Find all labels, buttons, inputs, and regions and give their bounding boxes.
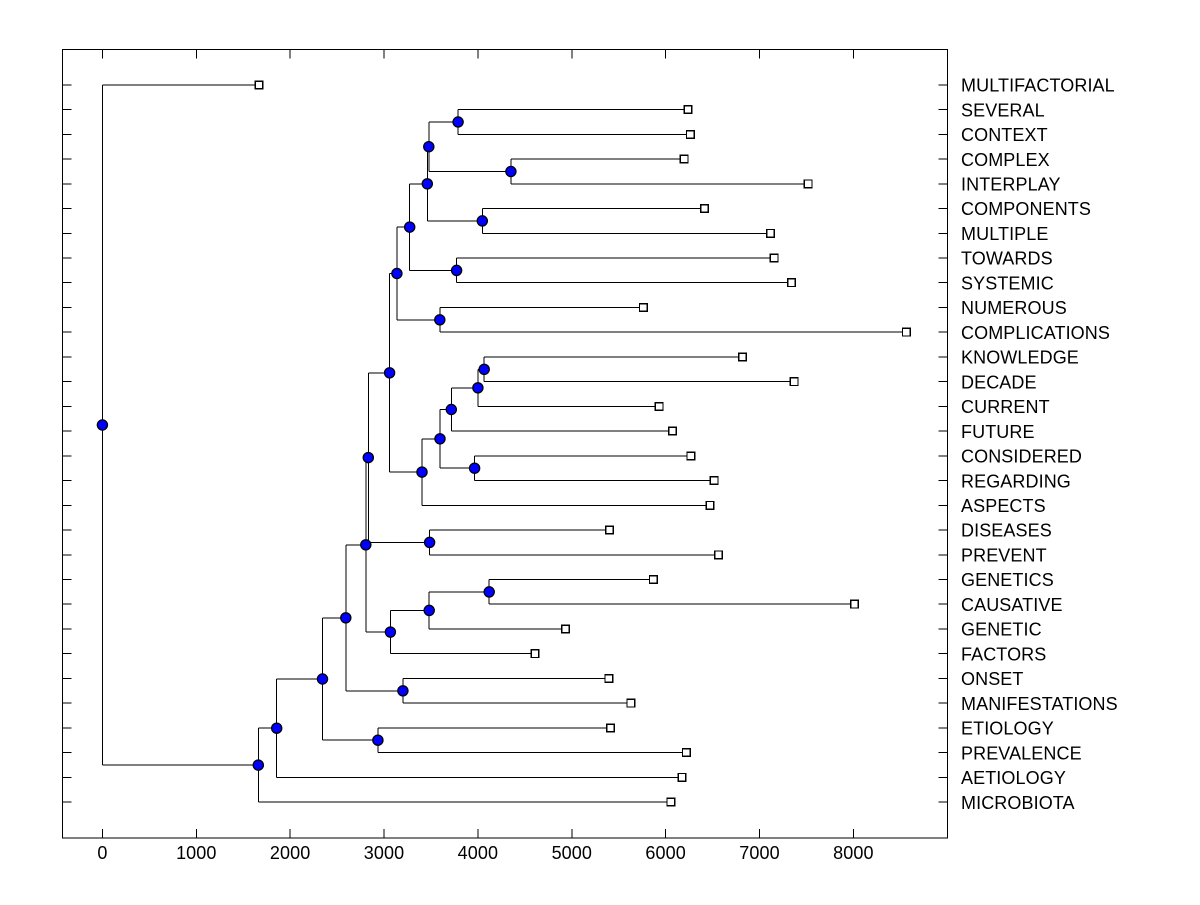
- svg-text:KNOWLEDGE: KNOWLEDGE: [961, 348, 1079, 368]
- svg-text:GENETICS: GENETICS: [961, 570, 1054, 590]
- svg-text:INTERPLAY: INTERPLAY: [961, 175, 1061, 195]
- svg-text:MULTIPLE: MULTIPLE: [961, 224, 1049, 244]
- svg-text:ETIOLOGY: ETIOLOGY: [961, 719, 1054, 739]
- svg-text:FUTURE: FUTURE: [961, 422, 1035, 442]
- svg-text:FACTORS: FACTORS: [961, 644, 1046, 664]
- svg-text:ASPECTS: ASPECTS: [961, 496, 1046, 516]
- svg-text:SEVERAL: SEVERAL: [961, 100, 1045, 120]
- svg-text:GENETIC: GENETIC: [961, 620, 1042, 640]
- svg-text:CONSIDERED: CONSIDERED: [961, 447, 1082, 467]
- svg-text:COMPLICATIONS: COMPLICATIONS: [961, 323, 1110, 343]
- svg-text:REGARDING: REGARDING: [961, 471, 1071, 491]
- svg-text:7000: 7000: [739, 843, 779, 863]
- svg-text:PREVALENCE: PREVALENCE: [961, 743, 1082, 763]
- svg-text:4000: 4000: [458, 843, 498, 863]
- svg-text:TOWARDS: TOWARDS: [961, 249, 1053, 269]
- svg-text:6000: 6000: [645, 843, 685, 863]
- svg-text:1000: 1000: [176, 843, 216, 863]
- svg-text:CAUSATIVE: CAUSATIVE: [961, 595, 1063, 615]
- svg-text:AETIOLOGY: AETIOLOGY: [961, 768, 1066, 788]
- svg-text:COMPLEX: COMPLEX: [961, 150, 1050, 170]
- svg-text:COMPONENTS: COMPONENTS: [961, 199, 1091, 219]
- svg-text:8000: 8000: [833, 843, 873, 863]
- svg-text:0: 0: [97, 843, 107, 863]
- svg-text:5000: 5000: [552, 843, 592, 863]
- svg-text:2000: 2000: [270, 843, 310, 863]
- svg-text:MICROBIOTA: MICROBIOTA: [961, 793, 1075, 813]
- svg-text:ONSET: ONSET: [961, 669, 1024, 689]
- svg-text:3000: 3000: [364, 843, 404, 863]
- svg-text:CONTEXT: CONTEXT: [961, 125, 1048, 145]
- svg-text:CURRENT: CURRENT: [961, 397, 1050, 417]
- svg-text:MANIFESTATIONS: MANIFESTATIONS: [961, 694, 1118, 714]
- svg-text:PREVENT: PREVENT: [961, 546, 1047, 566]
- svg-text:DISEASES: DISEASES: [961, 521, 1052, 541]
- svg-text:MULTIFACTORIAL: MULTIFACTORIAL: [961, 76, 1115, 96]
- svg-text:SYSTEMIC: SYSTEMIC: [961, 273, 1054, 293]
- svg-text:DECADE: DECADE: [961, 372, 1037, 392]
- svg-text:NUMEROUS: NUMEROUS: [961, 298, 1067, 318]
